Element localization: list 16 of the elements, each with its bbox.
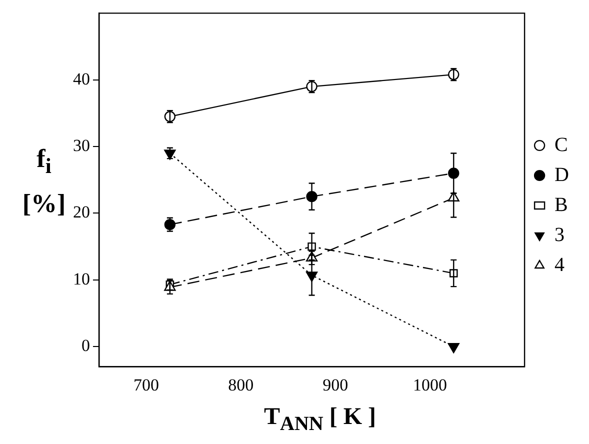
legend-label: 3: [554, 224, 565, 246]
legend-label: 4: [554, 254, 565, 276]
legend-label: B: [554, 194, 568, 216]
x-tick-label: 900: [322, 375, 348, 394]
y-tick-label: 20: [73, 202, 90, 222]
y-axis-title: f$_{i}$ [%]: [21, 143, 67, 220]
y-tick-label: 30: [73, 136, 90, 156]
y-tick-label: 10: [73, 269, 90, 288]
x-axis-title: T$_{ANN}$ [ K ]: [262, 404, 377, 436]
x-tick-label: 800: [228, 375, 254, 394]
x-tick-label: 700: [134, 375, 160, 394]
x-tick-label: 1000: [412, 375, 447, 394]
y-tick-label: 0: [82, 336, 90, 356]
legend-label: C: [554, 134, 568, 156]
y-tick-label: 40: [73, 69, 90, 88]
legend-label: D: [554, 164, 570, 186]
